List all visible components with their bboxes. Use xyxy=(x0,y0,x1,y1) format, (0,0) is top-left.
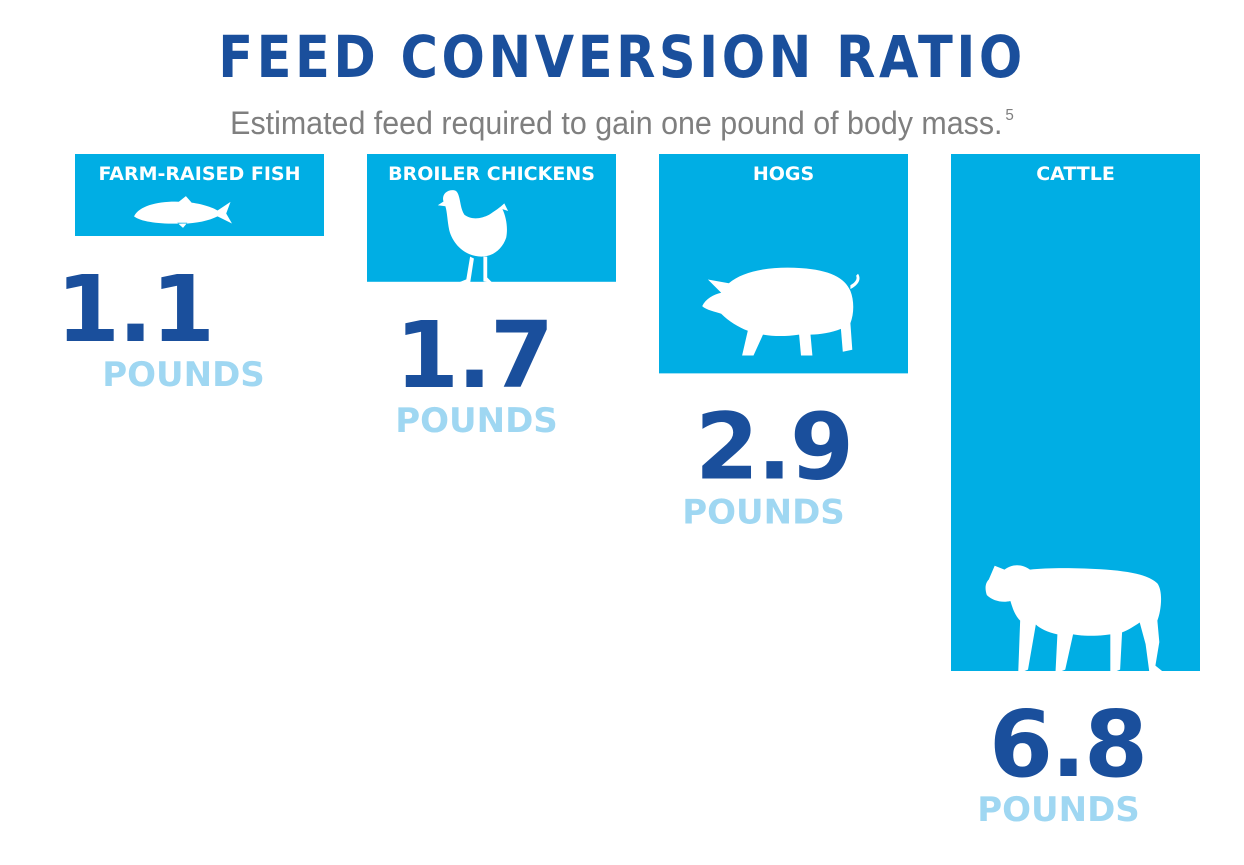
category-label: CATTLE xyxy=(1036,163,1115,185)
value-label: 2.9 xyxy=(695,393,852,500)
chart-subtitle: Estimated feed required to gain one poun… xyxy=(31,96,1213,143)
fish-icon xyxy=(134,196,232,228)
value-label: 6.8 xyxy=(989,691,1146,798)
subtitle-footnote: 5 xyxy=(1005,107,1014,124)
chart-title: FEED CONVERSION RATIO xyxy=(218,23,1026,91)
subtitle-text: Estimated feed required to gain one poun… xyxy=(230,105,1003,141)
value-label: 1.1 xyxy=(56,256,213,363)
unit-label: POUNDS xyxy=(682,492,845,532)
chicken-icon xyxy=(437,190,509,284)
category-label: HOGS xyxy=(753,163,814,185)
category-label: FARM-RAISED FISH xyxy=(98,163,300,185)
unit-label: POUNDS xyxy=(395,401,558,441)
value-label: 1.7 xyxy=(395,302,552,409)
category-label: BROILER CHICKENS xyxy=(388,163,595,185)
pig-icon xyxy=(702,267,860,356)
unit-label: POUNDS xyxy=(102,355,265,395)
unit-label: POUNDS xyxy=(977,790,1140,830)
bar xyxy=(75,154,324,236)
cow-icon xyxy=(985,565,1166,674)
bar xyxy=(659,154,908,374)
